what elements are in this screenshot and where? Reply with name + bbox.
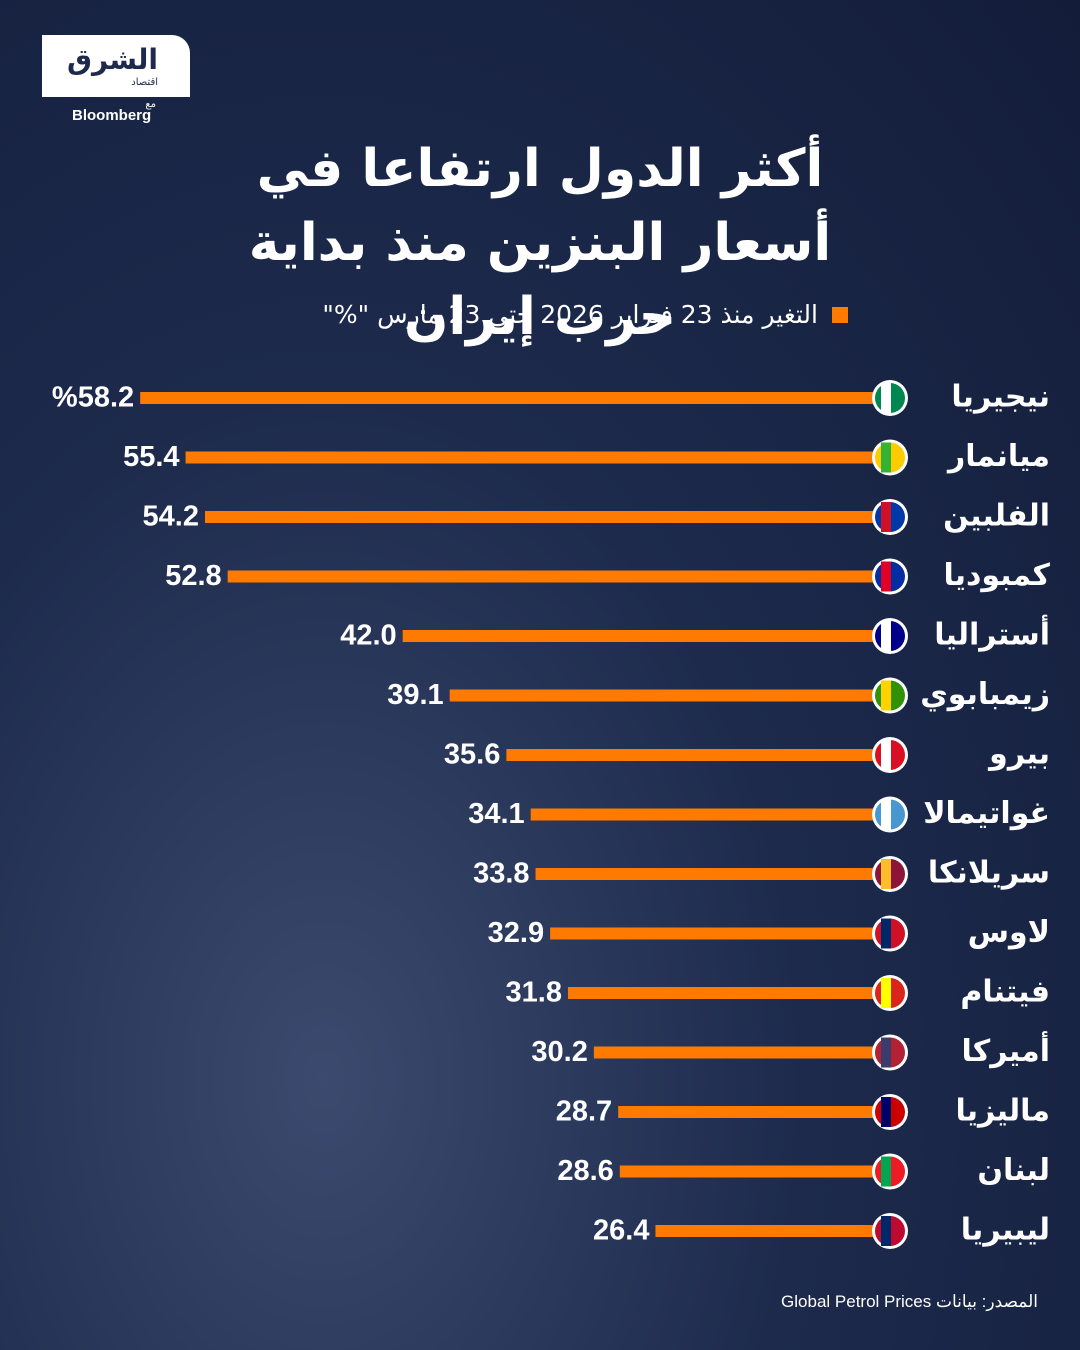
- category-label: لبنان: [977, 1153, 1050, 1188]
- bar: [227, 570, 906, 583]
- category-label: أميركا: [962, 1031, 1050, 1069]
- category-label: سريلانكا: [928, 856, 1050, 891]
- bar: [204, 511, 906, 523]
- logo-partner: Bloomberg: [72, 107, 152, 124]
- bar: [619, 1165, 905, 1178]
- flag-band: [881, 383, 891, 413]
- category-label: غواتيمالا: [923, 796, 1050, 831]
- flag-band: [881, 978, 891, 1008]
- chart-title: أكثر الدول ارتفاعا في أسعار البنزين منذ …: [248, 139, 832, 347]
- bar: [593, 1046, 905, 1059]
- bar: [506, 749, 905, 761]
- flag-band: [881, 1097, 891, 1127]
- bar: [185, 451, 906, 464]
- logo-box: [42, 35, 190, 97]
- logo-brand: الشرق: [66, 43, 158, 76]
- value-label: 33.8: [473, 858, 529, 890]
- category-label: نيجيريا: [951, 380, 1050, 415]
- bar: [530, 808, 905, 821]
- bar: [449, 689, 905, 702]
- flag-band: [881, 918, 891, 949]
- flag-band: [881, 561, 891, 592]
- value-label: 31.8: [506, 977, 562, 1009]
- value-label: 32.9: [488, 917, 544, 949]
- flag-band: [881, 680, 891, 711]
- flag-band: [881, 502, 891, 532]
- value-label: 34.1: [468, 798, 524, 830]
- legend-swatch: [832, 306, 848, 323]
- logo-sub: اقتصاد: [131, 77, 158, 88]
- category-label: الفلبين: [943, 499, 1050, 534]
- value-label: 30.2: [531, 1036, 587, 1068]
- category-label: زيمبابوي: [920, 677, 1050, 712]
- category-label: ميانمار: [946, 439, 1050, 474]
- category-label: ليبيريا: [961, 1213, 1050, 1248]
- flag-band: [881, 1156, 891, 1187]
- value-label: %58.2: [52, 382, 134, 414]
- value-label: 52.8: [165, 560, 221, 592]
- source: المصدر: بيانات Global Petrol Prices: [781, 1292, 1038, 1311]
- category-label: ماليزيا: [955, 1094, 1050, 1129]
- value-label: 28.7: [556, 1096, 612, 1128]
- value-label: 26.4: [593, 1215, 649, 1247]
- bar: [550, 927, 905, 940]
- category-label: لاوس: [968, 915, 1050, 950]
- flag-band: [881, 1216, 891, 1246]
- logo: الشرق اقتصاد مع Bloomberg: [42, 35, 190, 124]
- value-label: 54.2: [143, 501, 199, 533]
- flag-band: [881, 740, 891, 770]
- legend: التغير منذ 23 فبراير 2026 حتى 23 مارس "%…: [322, 300, 848, 329]
- flag-band: [881, 1037, 891, 1068]
- bar: [655, 1225, 905, 1237]
- legend-label: التغير منذ 23 فبراير 2026 حتى 23 مارس "%…: [322, 300, 818, 329]
- value-label: 39.1: [387, 679, 443, 711]
- bar: [567, 987, 905, 999]
- value-label: 55.4: [123, 441, 179, 473]
- category-label: أستراليا: [934, 615, 1050, 653]
- value-label: 35.6: [444, 739, 500, 771]
- bar: [402, 630, 905, 642]
- logo-with: مع: [145, 99, 156, 110]
- bar: [535, 868, 905, 880]
- flag-band: [881, 859, 891, 889]
- flag-band: [881, 799, 891, 830]
- flag-band: [881, 442, 891, 473]
- value-label: 42.0: [340, 620, 396, 652]
- bar: [140, 392, 905, 404]
- category-label: كمبوديا: [943, 558, 1050, 593]
- flag-band: [881, 621, 891, 651]
- bar: [618, 1106, 905, 1118]
- category-label: بيرو: [987, 737, 1050, 772]
- value-label: 28.6: [557, 1155, 613, 1187]
- category-label: فيتنام: [960, 975, 1050, 1010]
